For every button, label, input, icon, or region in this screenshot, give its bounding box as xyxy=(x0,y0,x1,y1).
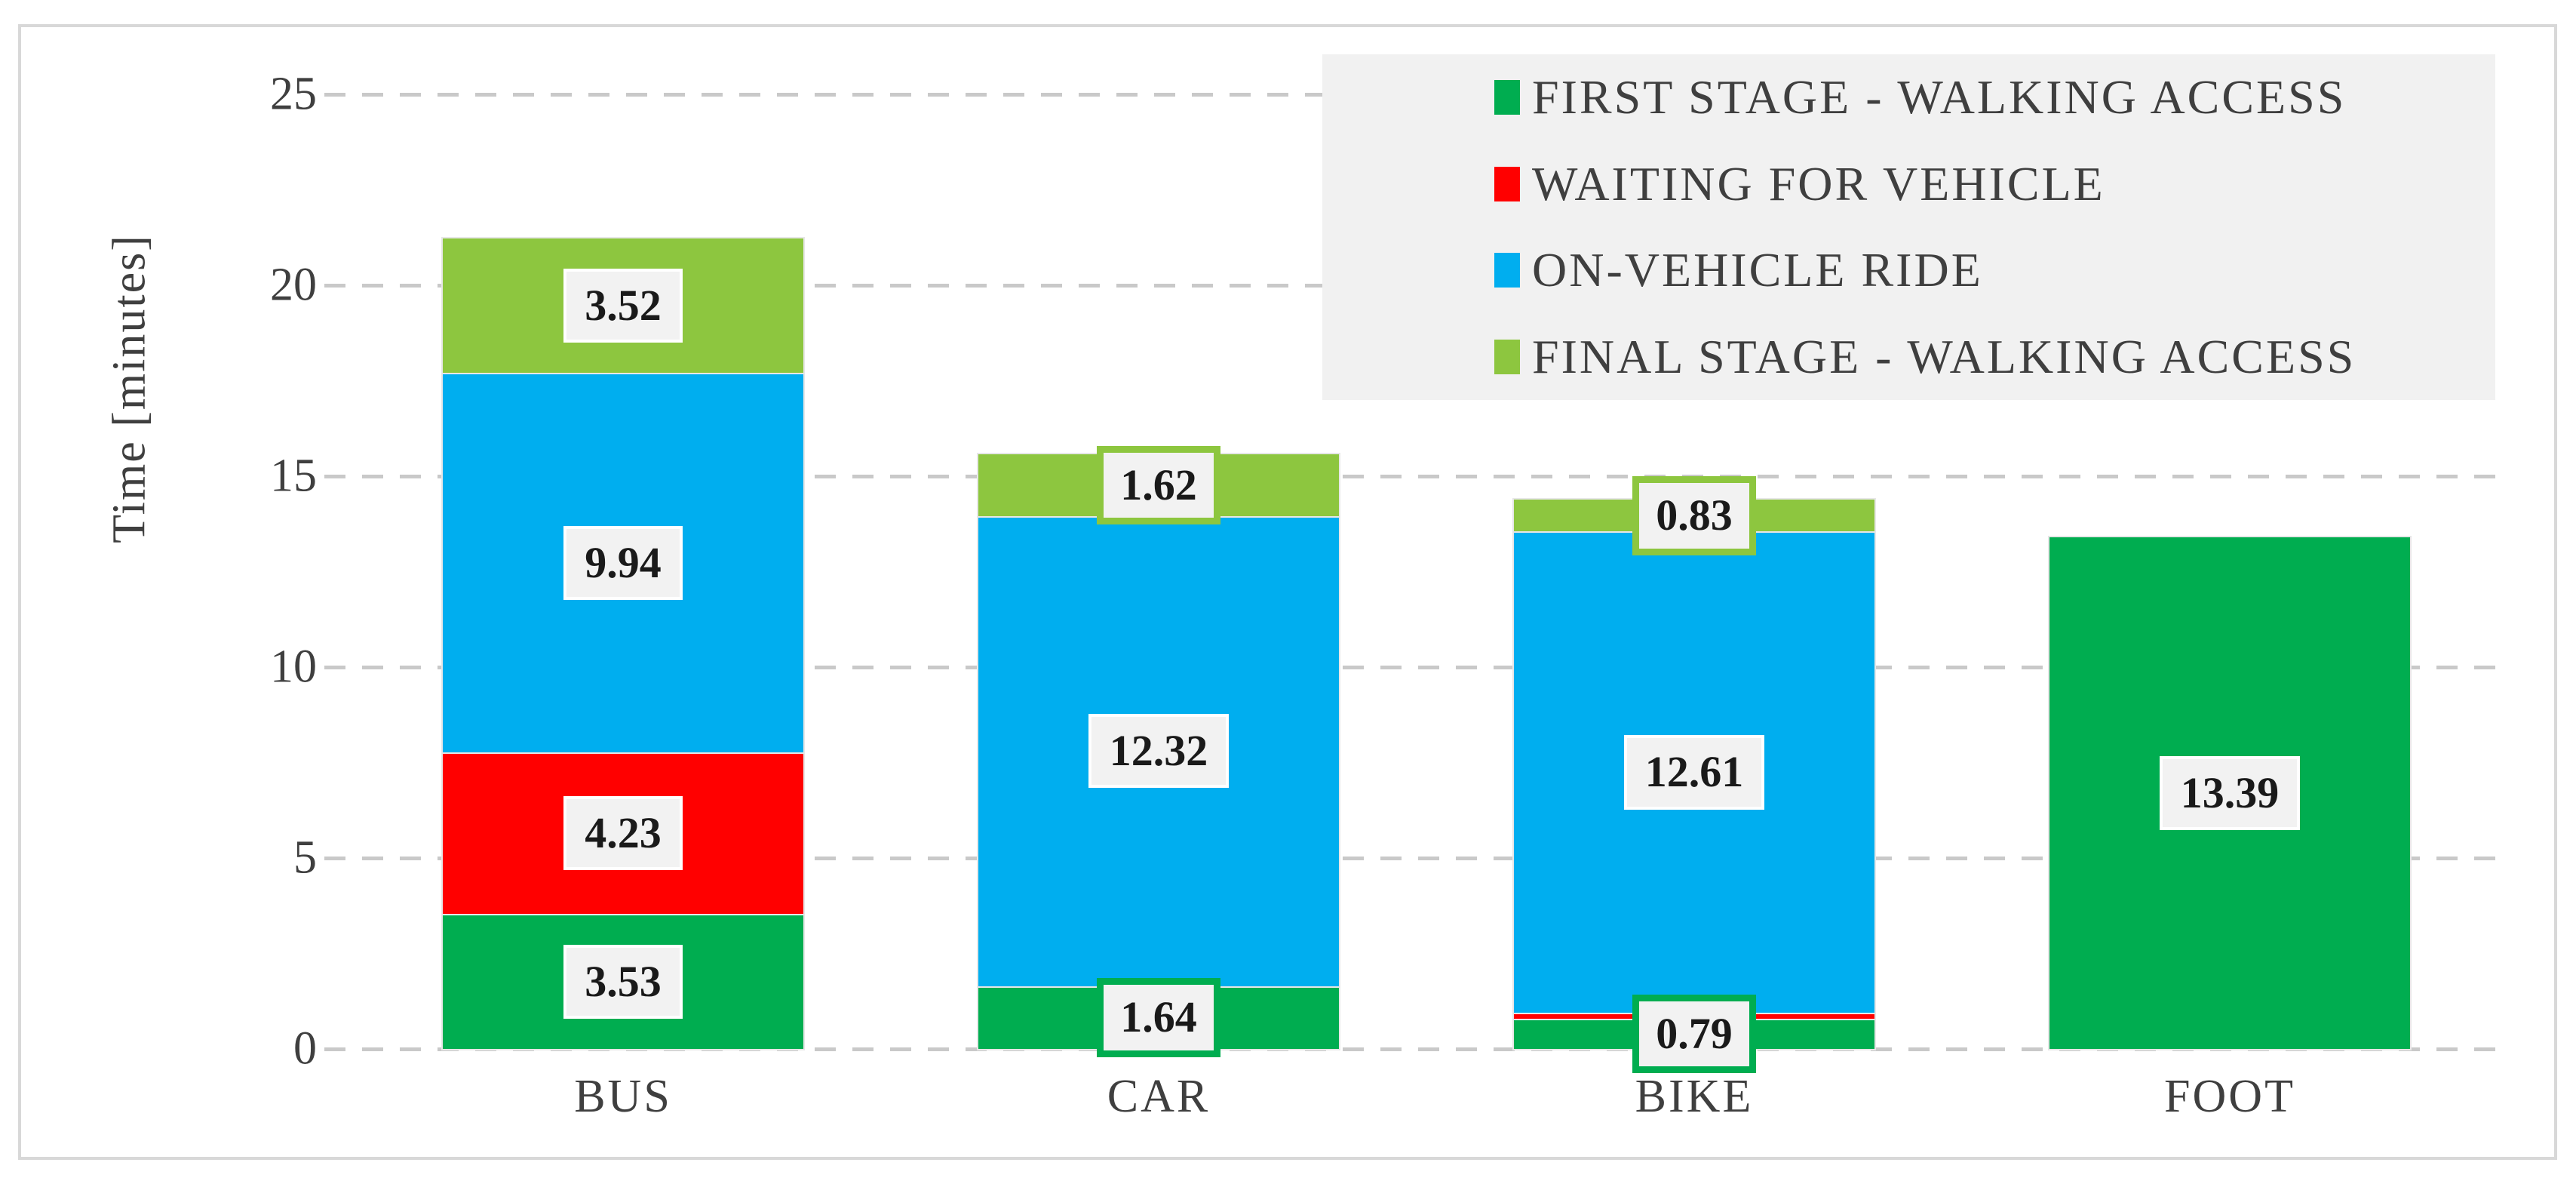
y-tick-label: 5 xyxy=(293,832,317,884)
legend-color-swatch-icon xyxy=(1494,166,1520,201)
value-label: 1.64 xyxy=(1097,978,1220,1057)
value-label: 3.53 xyxy=(563,944,683,1019)
y-tick-label: 0 xyxy=(293,1023,317,1075)
value-label: 0.83 xyxy=(1632,476,1756,555)
legend-item-label: WAITING FOR VEHICLE xyxy=(1532,156,2105,211)
x-category-label: FOOT xyxy=(2164,1071,2295,1122)
value-label: 9.94 xyxy=(563,525,683,600)
bar-foot: 13.39 xyxy=(2048,536,2412,1050)
bar-bike: 0.79 12.61 0.83 xyxy=(1512,476,1876,1074)
value-label: 12.61 xyxy=(1623,735,1765,810)
gridline xyxy=(324,666,2498,669)
legend-item-label: FINAL STAGE - WALKING ACCESS xyxy=(1532,329,2356,383)
bar-segment: 12.61 xyxy=(1512,530,1876,1015)
legend: FIRST STAGE - WALKING ACCESS WAITING FOR … xyxy=(1322,54,2495,400)
bar-car: 1.64 12.32 1.62 xyxy=(977,445,1340,1057)
y-tick-label: 15 xyxy=(270,450,317,502)
bar-segment: 0.79 xyxy=(1512,994,1876,1074)
bar-segment: 13.39 xyxy=(2048,536,2412,1050)
value-label: 12.32 xyxy=(1088,714,1230,789)
value-label: 3.52 xyxy=(563,269,683,343)
value-label: 0.79 xyxy=(1632,994,1756,1074)
gridline xyxy=(324,475,2498,478)
legend-item: FINAL STAGE - WALKING ACCESS xyxy=(1494,329,2495,385)
value-label: 4.23 xyxy=(563,796,683,871)
bar-segment: 3.52 xyxy=(441,237,805,375)
bar-segment: 4.23 xyxy=(441,751,805,916)
legend-color-swatch-icon xyxy=(1494,253,1520,288)
legend-item-label: ON-VEHICLE RIDE xyxy=(1532,243,1983,297)
y-tick-label: 10 xyxy=(270,641,317,693)
value-label: 13.39 xyxy=(2159,756,2301,831)
x-category-label: BUS xyxy=(574,1071,672,1122)
y-tick-label: 20 xyxy=(270,259,317,311)
legend-color-swatch-icon xyxy=(1494,80,1520,115)
bar-segment: 3.53 xyxy=(441,912,805,1050)
bar-segment: 1.64 xyxy=(977,978,1340,1057)
bar-segment: 0.83 xyxy=(1512,476,1876,555)
value-label: 1.62 xyxy=(1097,445,1220,524)
bar-segment: 12.32 xyxy=(977,514,1340,989)
x-category-label: BIKE xyxy=(1635,1071,1754,1122)
gridline xyxy=(324,1047,2498,1051)
y-tick-label: 25 xyxy=(270,68,317,120)
chart-frame xyxy=(18,24,2557,1160)
y-axis-title: Time [minutes] xyxy=(103,234,155,543)
legend-item: ON-VEHICLE RIDE xyxy=(1494,242,2495,298)
bar-bus: 3.53 4.23 9.94 3.52 xyxy=(441,237,805,1050)
plot-area: 3.53 4.23 9.94 3.52 1.64 12.32 1.62 0.79 12.61 0.… xyxy=(324,93,2498,1074)
bar-segment: 9.94 xyxy=(441,371,805,755)
legend-item-label: FIRST STAGE - WALKING ACCESS xyxy=(1532,70,2347,125)
gridline xyxy=(324,857,2498,860)
x-category-label: CAR xyxy=(1107,1071,1211,1122)
legend-item: WAITING FOR VEHICLE xyxy=(1494,156,2495,212)
bar-segment: 1.62 xyxy=(977,445,1340,524)
legend-item: FIRST STAGE - WALKING ACCESS xyxy=(1494,69,2495,125)
legend-color-swatch-icon xyxy=(1494,339,1520,374)
